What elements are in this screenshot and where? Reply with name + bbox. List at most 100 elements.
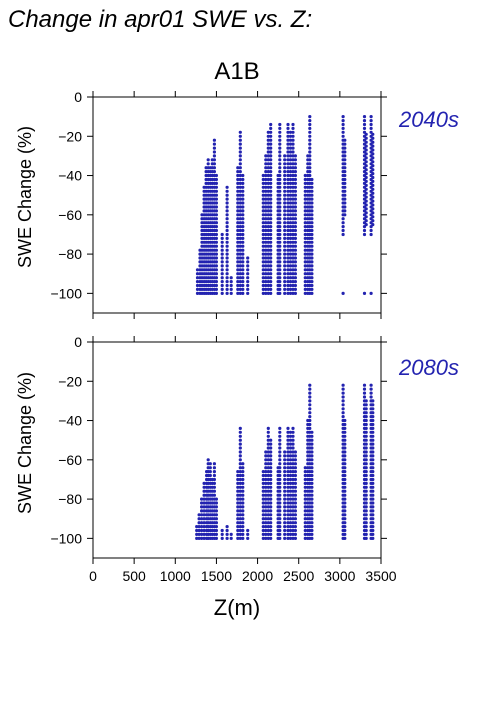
data-point	[220, 236, 224, 240]
data-point	[264, 154, 268, 158]
data-point	[200, 513, 204, 517]
data-point	[238, 170, 242, 174]
data-point	[288, 528, 293, 533]
data-point	[238, 505, 242, 509]
data-point	[261, 264, 265, 268]
data-point	[310, 517, 314, 521]
data-point	[364, 211, 368, 215]
data-point	[371, 407, 375, 411]
data-point	[225, 252, 229, 256]
data-point	[212, 142, 216, 146]
data-point	[238, 166, 242, 170]
data-point	[343, 497, 347, 501]
y-tick-label: 0	[74, 334, 82, 350]
data-point	[291, 205, 295, 209]
data-point	[241, 481, 245, 485]
data-point	[283, 260, 287, 264]
data-point	[288, 130, 293, 134]
data-point	[269, 170, 273, 174]
data-point	[310, 450, 314, 454]
data-point	[283, 252, 287, 256]
data-point	[288, 201, 293, 205]
data-point	[236, 166, 240, 170]
data-point	[364, 505, 368, 509]
data-point	[369, 232, 373, 237]
data-point	[291, 166, 295, 170]
data-point	[371, 536, 375, 541]
data-point	[286, 477, 290, 482]
data-point	[310, 481, 314, 485]
data-point	[310, 287, 314, 291]
data-point	[371, 525, 375, 529]
data-point	[195, 272, 200, 276]
data-point	[264, 470, 268, 474]
data-point	[261, 177, 265, 182]
data-point	[269, 221, 273, 225]
data-point	[278, 473, 282, 478]
data-point	[214, 276, 218, 280]
data-point	[278, 521, 282, 525]
data-point	[283, 170, 287, 174]
data-point	[310, 217, 314, 221]
data-point	[225, 228, 229, 233]
data-point	[236, 181, 240, 185]
data-point	[269, 130, 273, 134]
data-point	[269, 166, 273, 170]
data-point	[343, 434, 347, 438]
data-point	[288, 158, 293, 162]
data-point	[288, 225, 293, 229]
data-point	[266, 260, 270, 264]
data-point	[283, 213, 287, 217]
data-point	[291, 256, 295, 260]
x-axis-ticks: 0 500 1000 1500 2000 2500 3000 3500	[89, 336, 397, 584]
data-point	[343, 525, 347, 529]
data-point	[238, 446, 242, 450]
data-point	[236, 283, 240, 288]
data-point	[288, 458, 293, 462]
data-point	[308, 170, 312, 174]
data-point	[200, 497, 204, 501]
data-point	[278, 256, 282, 260]
data-point	[212, 146, 216, 150]
data-point	[269, 138, 273, 142]
data-point	[369, 119, 373, 123]
data-point	[264, 521, 268, 525]
data-point	[291, 426, 295, 430]
data-point	[269, 236, 273, 240]
data-point	[264, 485, 268, 489]
data-point	[264, 260, 268, 264]
data-point	[283, 154, 287, 158]
data-point	[229, 287, 233, 291]
data-point	[266, 287, 270, 291]
data-point	[341, 115, 345, 119]
data-point	[371, 175, 375, 180]
data-point	[225, 291, 229, 295]
data-point	[291, 240, 295, 244]
data-point	[364, 140, 368, 144]
data-point	[269, 162, 273, 166]
data-point	[283, 501, 287, 505]
data-point	[278, 485, 282, 489]
data-point	[343, 528, 347, 533]
data-point	[241, 217, 245, 221]
data-point	[225, 256, 229, 260]
data-point	[236, 248, 240, 252]
data-point	[269, 438, 273, 442]
data-point	[236, 268, 240, 272]
data-point	[225, 532, 229, 537]
data-point	[343, 442, 347, 446]
data-point	[200, 509, 204, 513]
data-point	[269, 442, 273, 446]
y-axis-label: SWE Change (%)	[15, 126, 35, 268]
data-point	[261, 291, 265, 295]
data-point	[266, 481, 270, 485]
data-point	[343, 430, 347, 434]
data-point	[264, 177, 268, 182]
data-point	[269, 493, 273, 497]
data-point	[278, 505, 282, 509]
data-point	[291, 189, 295, 193]
data-point	[212, 481, 216, 485]
data-point	[202, 528, 206, 533]
data-point	[293, 283, 297, 288]
data-point	[238, 528, 242, 533]
